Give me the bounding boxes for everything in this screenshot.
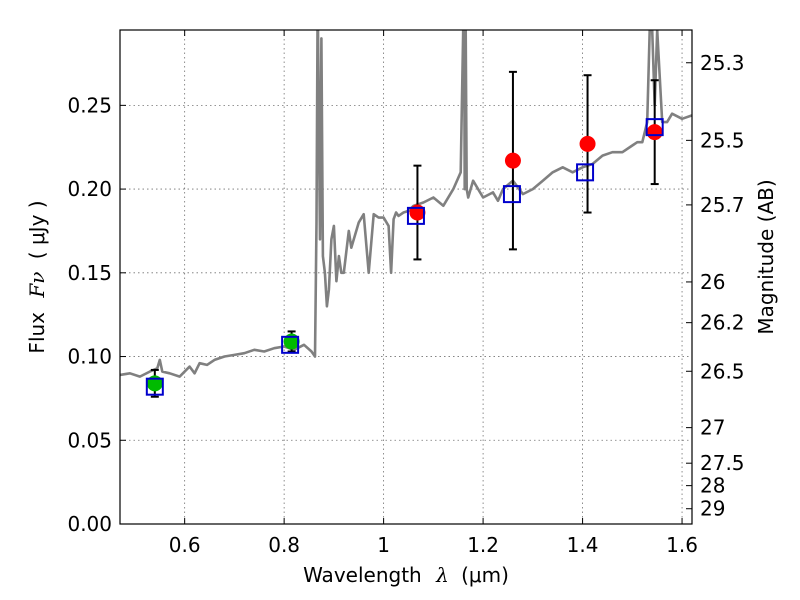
mag-tick-label-8: 28 xyxy=(700,474,725,498)
mag-tick-label-4: 26.2 xyxy=(700,311,745,335)
mag-tick-label-0: 25.3 xyxy=(700,51,745,75)
model-box-4 xyxy=(576,163,595,182)
spectrum-series xyxy=(120,30,692,378)
x-tick-label-4: 1.4 xyxy=(567,533,599,557)
model-box-5 xyxy=(645,118,664,137)
x-tick-label-0: 0.6 xyxy=(169,533,201,557)
y-axis-label-text: Flux xyxy=(25,312,49,354)
mag-tick-label-1: 25.5 xyxy=(700,128,745,152)
mag-tick-label-7: 27.5 xyxy=(700,451,745,475)
axis-ticks: 0.6 0.8 1 1.2 1.4 1.6 0.00 0.05 0.10 0.15 0.20 0.25… xyxy=(67,30,745,557)
data-points xyxy=(145,118,664,396)
y-axis-label: Flux Fν ( μJy ) xyxy=(25,200,49,353)
model-box-3 xyxy=(502,185,521,204)
x-axis-label-text: Wavelength xyxy=(303,563,422,587)
model-box-2 xyxy=(406,206,425,225)
mag-tick-label-5: 26.5 xyxy=(700,359,745,383)
mag-tick-label-9: 29 xyxy=(700,497,725,521)
red-point-3 xyxy=(646,124,663,141)
y-tick-label-4: 0.20 xyxy=(67,177,112,201)
model-box-1 xyxy=(281,335,300,354)
x-tick-label-1: 0.8 xyxy=(268,533,300,557)
x-axis-label: Wavelength λ (μm) xyxy=(303,563,509,587)
y-axis-label-unit: ( μJy ) xyxy=(25,200,49,259)
red-point-2 xyxy=(579,135,596,152)
y-tick-label-3: 0.15 xyxy=(67,261,112,285)
model-box-0 xyxy=(145,377,164,396)
mag-tick-label-2: 25.7 xyxy=(700,193,745,217)
y-tick-label-0: 0.00 xyxy=(67,512,112,536)
grid-lines xyxy=(120,30,692,525)
plot-frame xyxy=(119,29,693,525)
spectrum-line xyxy=(120,30,692,378)
red-point-1 xyxy=(504,152,521,169)
x-axis-label-symbol: λ xyxy=(435,563,449,587)
mag-tick-label-3: 26 xyxy=(700,270,725,294)
x-axis-label-unit: (μm) xyxy=(461,563,509,587)
x-tick-label-2: 1 xyxy=(377,533,390,557)
magnitude-axis-label: Magnitude (AB) xyxy=(754,179,778,334)
x-tick-label-5: 1.6 xyxy=(666,533,698,557)
y-tick-label-2: 0.10 xyxy=(67,345,112,369)
mag-tick-label-6: 27 xyxy=(700,416,725,440)
y-tick-label-5: 0.25 xyxy=(67,93,112,117)
y-tick-label-1: 0.05 xyxy=(67,428,112,452)
x-tick-label-3: 1.2 xyxy=(467,533,499,557)
y-axis-label-symbol: Fν xyxy=(25,272,49,299)
